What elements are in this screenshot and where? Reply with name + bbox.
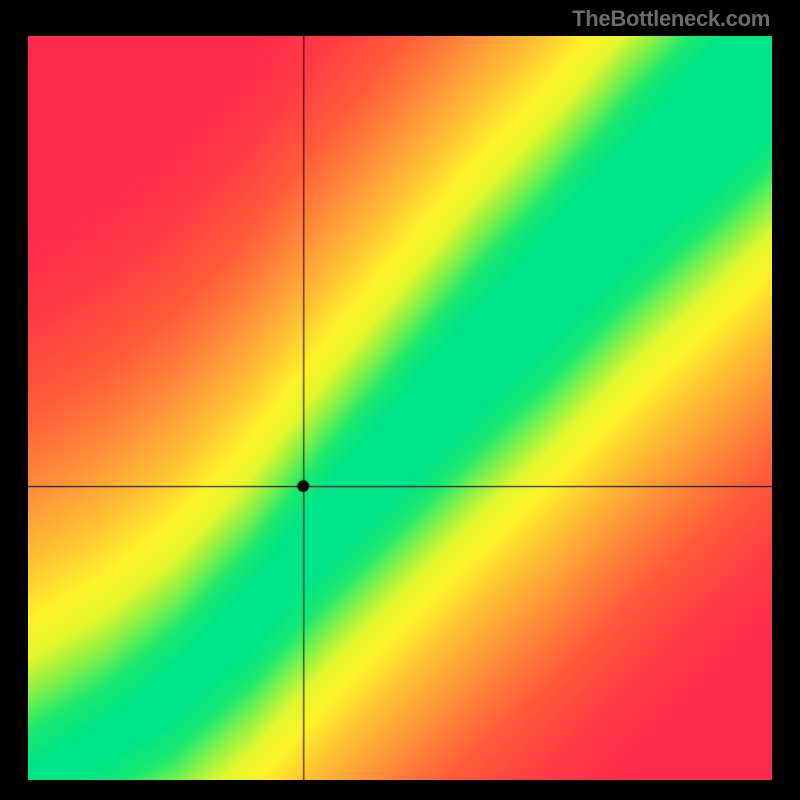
- watermark: TheBottleneck.com: [572, 6, 770, 32]
- bottleneck-heatmap: [28, 36, 772, 780]
- chart-container: TheBottleneck.com: [0, 0, 800, 800]
